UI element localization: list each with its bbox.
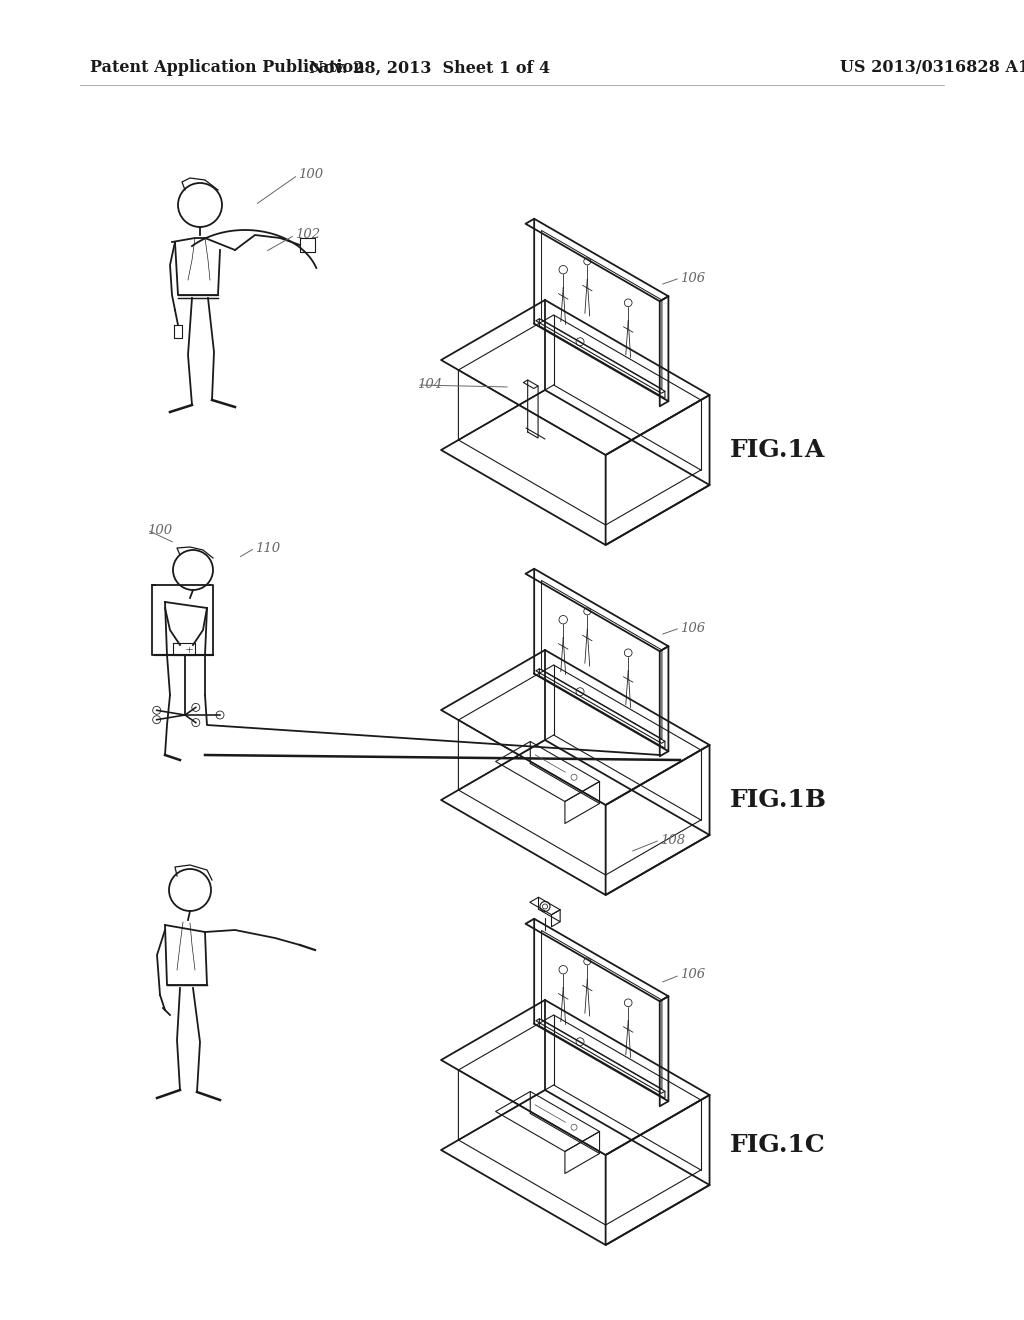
Text: 102: 102 xyxy=(295,228,321,242)
Text: FIG.1A: FIG.1A xyxy=(730,438,825,462)
Text: 106: 106 xyxy=(680,969,706,982)
Text: 100: 100 xyxy=(147,524,172,536)
Text: Nov. 28, 2013  Sheet 1 of 4: Nov. 28, 2013 Sheet 1 of 4 xyxy=(309,59,551,77)
Text: 110: 110 xyxy=(255,541,281,554)
Text: US 2013/0316828 A1: US 2013/0316828 A1 xyxy=(840,59,1024,77)
Text: 100: 100 xyxy=(298,169,324,181)
Text: Patent Application Publication: Patent Application Publication xyxy=(90,59,365,77)
Text: 108: 108 xyxy=(660,833,685,846)
Text: FIG.1C: FIG.1C xyxy=(730,1133,825,1158)
Text: 104: 104 xyxy=(417,379,442,392)
Text: FIG.1B: FIG.1B xyxy=(730,788,827,812)
Text: 106: 106 xyxy=(680,272,706,285)
Text: 106: 106 xyxy=(680,622,706,635)
